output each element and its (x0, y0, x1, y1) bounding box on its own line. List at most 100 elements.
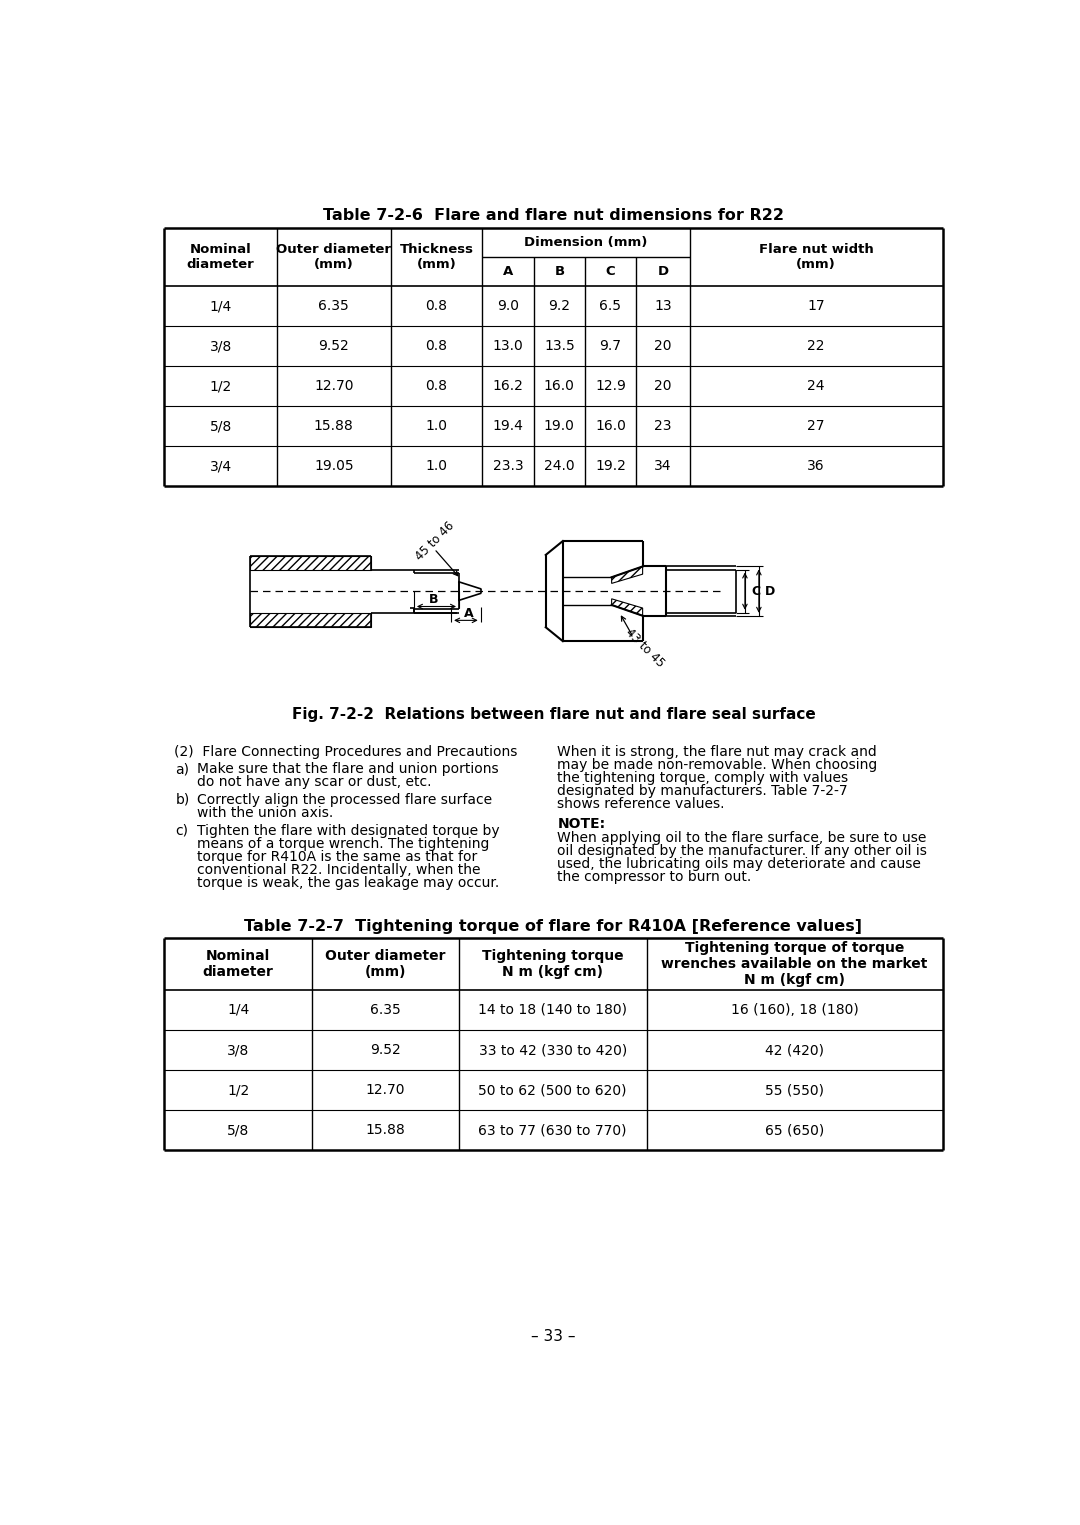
Text: Outer diameter
(mm): Outer diameter (mm) (276, 242, 391, 271)
Text: 1/2: 1/2 (210, 380, 232, 393)
Text: NOTE:: NOTE: (557, 817, 606, 831)
Text: B: B (554, 265, 565, 278)
Text: torque for R410A is the same as that for: torque for R410A is the same as that for (197, 849, 477, 863)
Text: Fig. 7-2-2  Relations between flare nut and flare seal surface: Fig. 7-2-2 Relations between flare nut a… (292, 706, 815, 721)
Text: 9.7: 9.7 (599, 339, 621, 354)
Text: 3/4: 3/4 (210, 459, 232, 473)
Text: conventional R22. Incidentally, when the: conventional R22. Incidentally, when the (197, 863, 481, 877)
Text: 12.70: 12.70 (314, 380, 353, 393)
Text: 9.52: 9.52 (319, 339, 349, 354)
Text: – 33 –: – 33 – (531, 1328, 576, 1344)
Text: 12.9: 12.9 (595, 380, 626, 393)
Text: 23: 23 (654, 419, 672, 433)
Text: oil designated by the manufacturer. If any other oil is: oil designated by the manufacturer. If a… (557, 843, 928, 857)
Text: 50 to 62 (500 to 620): 50 to 62 (500 to 620) (478, 1083, 627, 1096)
Text: Tightening torque of torque
wrenches available on the market
N m (kgf cm): Tightening torque of torque wrenches ava… (661, 941, 928, 987)
Text: 36: 36 (808, 459, 825, 473)
Text: C: C (751, 584, 760, 598)
Text: 6.35: 6.35 (319, 299, 349, 313)
Text: 0.8: 0.8 (426, 299, 447, 313)
Text: Correctly align the processed flare surface: Correctly align the processed flare surf… (197, 793, 492, 807)
Polygon shape (611, 566, 643, 584)
Text: 16.0: 16.0 (544, 380, 575, 393)
Text: means of a torque wrench. The tightening: means of a torque wrench. The tightening (197, 837, 489, 851)
Text: 27: 27 (808, 419, 825, 433)
Text: 33 to 42 (330 to 420): 33 to 42 (330 to 420) (478, 1043, 626, 1057)
Text: designated by manufacturers. Table 7-2-7: designated by manufacturers. Table 7-2-7 (557, 784, 848, 799)
Text: used, the lubricating oils may deteriorate and cause: used, the lubricating oils may deteriora… (557, 857, 921, 871)
Text: torque is weak, the gas leakage may occur.: torque is weak, the gas leakage may occu… (197, 875, 499, 891)
Text: C: C (606, 265, 616, 278)
Text: 13.5: 13.5 (544, 339, 575, 354)
Text: 16.2: 16.2 (492, 380, 524, 393)
Text: When applying oil to the flare surface, be sure to use: When applying oil to the flare surface, … (557, 831, 927, 845)
Text: 1/2: 1/2 (227, 1083, 249, 1096)
Text: (2)  Flare Connecting Procedures and Precautions: (2) Flare Connecting Procedures and Prec… (174, 746, 517, 759)
Text: 5/8: 5/8 (210, 419, 232, 433)
Text: b): b) (175, 793, 190, 807)
Text: When it is strong, the flare nut may crack and: When it is strong, the flare nut may cra… (557, 746, 877, 759)
Text: 1/4: 1/4 (227, 1003, 249, 1017)
Text: 0.8: 0.8 (426, 380, 447, 393)
Text: 24: 24 (808, 380, 825, 393)
Text: a): a) (175, 762, 189, 776)
Text: 42 (420): 42 (420) (765, 1043, 824, 1057)
Text: 23.3: 23.3 (492, 459, 524, 473)
Polygon shape (611, 599, 643, 616)
Text: 20: 20 (654, 380, 672, 393)
Text: 3/8: 3/8 (227, 1043, 249, 1057)
Text: 16.0: 16.0 (595, 419, 626, 433)
Text: B: B (429, 593, 438, 605)
Text: 55 (550): 55 (550) (765, 1083, 824, 1096)
Text: 0.8: 0.8 (426, 339, 447, 354)
Text: 9.2: 9.2 (549, 299, 570, 313)
Text: with the union axis.: with the union axis. (197, 805, 334, 820)
Text: do not have any scar or dust, etc.: do not have any scar or dust, etc. (197, 775, 432, 788)
Text: A: A (464, 607, 474, 621)
Text: 22: 22 (808, 339, 825, 354)
Text: 19.2: 19.2 (595, 459, 626, 473)
Text: 5/8: 5/8 (227, 1122, 249, 1138)
Text: 12.70: 12.70 (365, 1083, 405, 1096)
Text: 43 to 45: 43 to 45 (623, 627, 667, 669)
Text: 15.88: 15.88 (314, 419, 353, 433)
Text: Nominal
diameter: Nominal diameter (187, 242, 255, 271)
Text: 1/4: 1/4 (210, 299, 232, 313)
Text: 19.05: 19.05 (314, 459, 353, 473)
Text: Tighten the flare with designated torque by: Tighten the flare with designated torque… (197, 824, 500, 837)
Text: the tightening torque, comply with values: the tightening torque, comply with value… (557, 772, 849, 785)
Text: Thickness
(mm): Thickness (mm) (400, 242, 473, 271)
Text: 1.0: 1.0 (426, 459, 447, 473)
Text: 13: 13 (654, 299, 672, 313)
Text: 24.0: 24.0 (544, 459, 575, 473)
Text: 6.5: 6.5 (599, 299, 621, 313)
Polygon shape (249, 555, 372, 569)
Text: Make sure that the flare and union portions: Make sure that the flare and union porti… (197, 762, 499, 776)
Text: 6.35: 6.35 (370, 1003, 401, 1017)
Text: shows reference values.: shows reference values. (557, 798, 725, 811)
Text: 19.0: 19.0 (544, 419, 575, 433)
Text: 16 (160), 18 (180): 16 (160), 18 (180) (731, 1003, 859, 1017)
Text: 34: 34 (654, 459, 672, 473)
Text: 65 (650): 65 (650) (765, 1122, 824, 1138)
Text: 19.4: 19.4 (492, 419, 524, 433)
Text: D: D (765, 584, 775, 598)
Text: the compressor to burn out.: the compressor to burn out. (557, 869, 752, 884)
Text: Flare nut width
(mm): Flare nut width (mm) (759, 242, 874, 271)
Text: 17: 17 (808, 299, 825, 313)
Text: 13.0: 13.0 (492, 339, 524, 354)
Text: 14 to 18 (140 to 180): 14 to 18 (140 to 180) (478, 1003, 627, 1017)
Text: 3/8: 3/8 (210, 339, 232, 354)
Text: 63 to 77 (630 to 770): 63 to 77 (630 to 770) (478, 1122, 627, 1138)
Text: Nominal
diameter: Nominal diameter (203, 949, 273, 979)
Polygon shape (249, 613, 372, 627)
Text: c): c) (175, 824, 188, 837)
Text: 1.0: 1.0 (426, 419, 447, 433)
Text: 20: 20 (654, 339, 672, 354)
Text: Tightening torque
N m (kgf cm): Tightening torque N m (kgf cm) (482, 949, 623, 979)
Text: D: D (658, 265, 669, 278)
Text: 9.0: 9.0 (497, 299, 519, 313)
Text: 15.88: 15.88 (365, 1122, 405, 1138)
Text: A: A (503, 265, 513, 278)
Text: may be made non-removable. When choosing: may be made non-removable. When choosing (557, 758, 878, 772)
